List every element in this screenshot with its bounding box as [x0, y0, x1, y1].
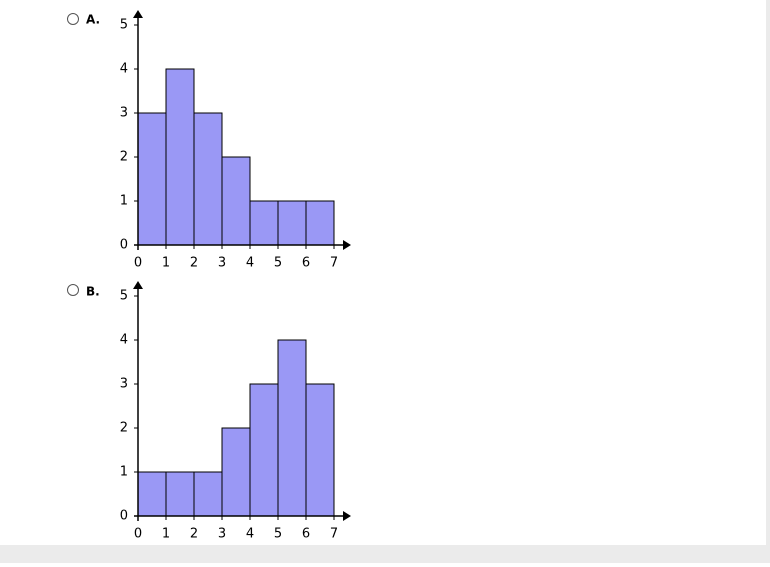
x-tick-label: 4: [246, 256, 254, 271]
y-tick-label: 5: [120, 289, 128, 304]
bar: [193, 471, 223, 517]
x-tick-label: 7: [330, 256, 338, 271]
bar: [165, 68, 195, 246]
x-tick-label: 4: [246, 527, 254, 542]
bar: [305, 383, 335, 517]
x-tick-label: 5: [274, 527, 282, 542]
bar: [305, 200, 335, 246]
y-tick-label: 3: [120, 377, 128, 392]
bar: [249, 200, 279, 246]
x-arrow: [343, 240, 351, 250]
x-tick-label: 2: [190, 527, 198, 542]
x-tick-label: 7: [330, 527, 338, 542]
radio-button[interactable]: [67, 13, 79, 25]
x-tick-label: 6: [302, 527, 310, 542]
bar: [277, 200, 307, 246]
x-tick-label: 2: [190, 256, 198, 271]
y-tick-label: 2: [120, 421, 128, 436]
bar: [165, 471, 195, 517]
y-tick-label: 0: [120, 238, 128, 253]
y-arrow: [133, 281, 143, 289]
bar: [277, 339, 307, 517]
y-tick-label: 0: [120, 509, 128, 524]
bar: [249, 383, 279, 517]
bottom-strip: [0, 545, 770, 563]
bar: [221, 427, 251, 517]
y-tick-label: 2: [120, 150, 128, 165]
y-tick-label: 4: [120, 333, 128, 348]
x-tick-label: 3: [218, 256, 226, 271]
bar: [193, 112, 223, 246]
x-tick-label: 5: [274, 256, 282, 271]
x-tick-label: 1: [162, 256, 170, 271]
right-edge: [766, 0, 770, 545]
x-tick-label: 6: [302, 256, 310, 271]
x-tick-label: 0: [134, 527, 142, 542]
option-label[interactable]: A.: [86, 13, 100, 27]
bar: [137, 471, 167, 517]
bar: [137, 112, 167, 246]
x-tick-label: 1: [162, 527, 170, 542]
x-tick-label: 0: [134, 256, 142, 271]
y-tick-label: 1: [120, 194, 128, 209]
option-label[interactable]: B.: [86, 285, 100, 299]
y-tick-label: 5: [120, 18, 128, 33]
y-tick-label: 1: [120, 465, 128, 480]
x-tick-label: 3: [218, 527, 226, 542]
y-arrow: [133, 10, 143, 18]
radio-button[interactable]: [67, 284, 79, 296]
x-arrow: [343, 511, 351, 521]
y-tick-label: 3: [120, 106, 128, 121]
y-tick-label: 4: [120, 62, 128, 77]
bar: [221, 156, 251, 246]
